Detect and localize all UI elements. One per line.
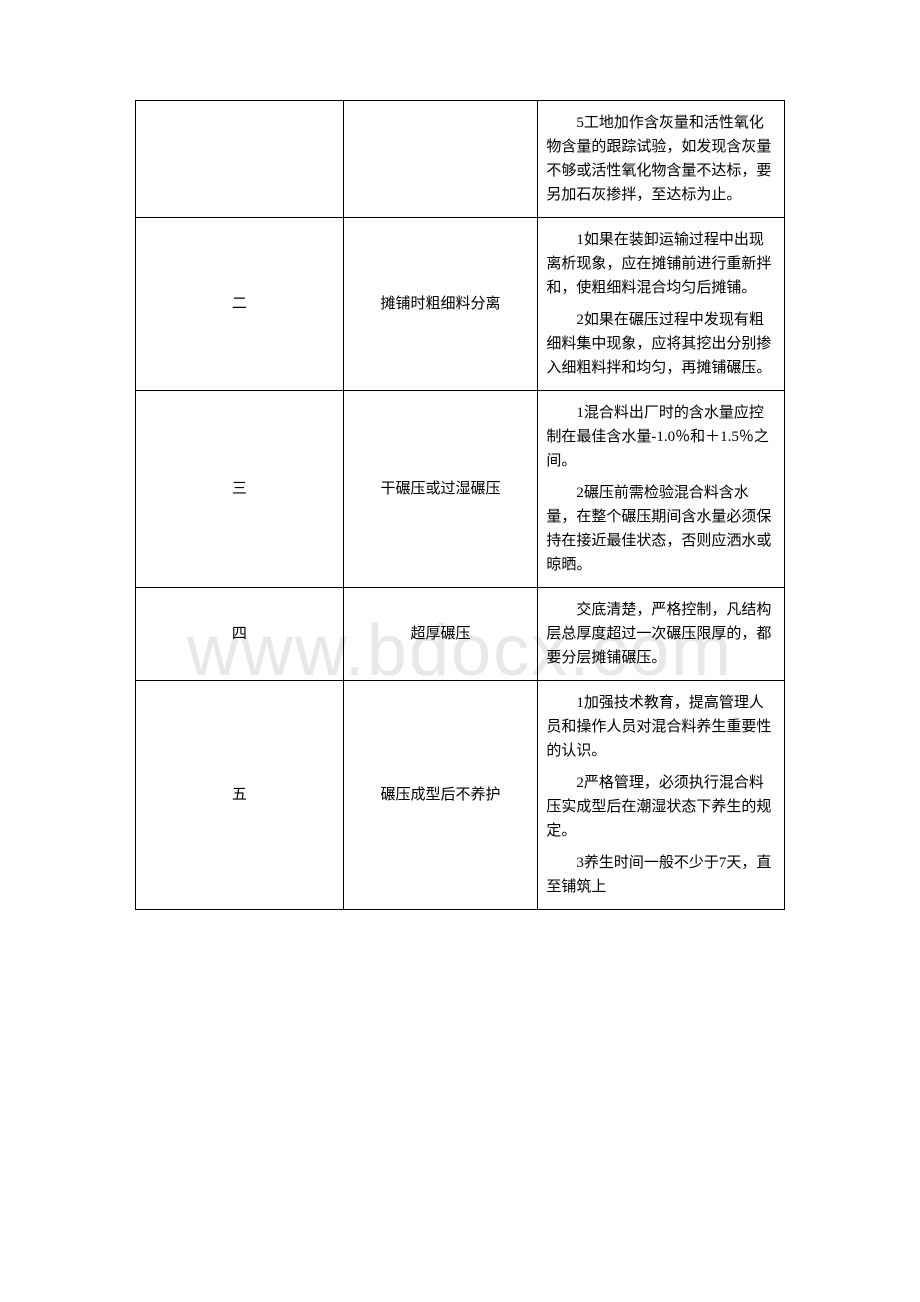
table-row: 五碾压成型后不养护1加强技术教育，提高管理人员和操作人员对混合料养生重要性的认识… <box>136 681 785 910</box>
content-paragraph: 1加强技术教育，提高管理人员和操作人员对混合料养生重要性的认识。 <box>546 691 776 763</box>
row-number-cell <box>136 101 344 218</box>
row-title-cell <box>343 101 538 218</box>
content-paragraph: 交底清楚，严格控制，凡结构层总厚度超过一次碾压限厚的，都要分层摊铺碾压。 <box>546 598 776 670</box>
row-content-cell: 1加强技术教育，提高管理人员和操作人员对混合料养生重要性的认识。 2严格管理，必须… <box>538 681 785 910</box>
content-paragraph: 2如果在碾压过程中发现有粗细料集中现象，应将其挖出分别掺入细粗料拌和均匀，再摊铺… <box>546 308 776 380</box>
content-paragraph: 3养生时间一般不少于7天，直至铺筑上 <box>546 851 776 899</box>
row-title-cell: 超厚碾压 <box>343 588 538 681</box>
table-row: 四超厚碾压交底清楚，严格控制，凡结构层总厚度超过一次碾压限厚的，都要分层摊铺碾压… <box>136 588 785 681</box>
row-title-cell: 碾压成型后不养护 <box>343 681 538 910</box>
row-title-cell: 摊铺时粗细料分离 <box>343 218 538 391</box>
content-paragraph: 2严格管理，必须执行混合料压实成型后在潮湿状态下养生的规定。 <box>546 771 776 843</box>
row-content-cell: 交底清楚，严格控制，凡结构层总厚度超过一次碾压限厚的，都要分层摊铺碾压。 <box>538 588 785 681</box>
content-paragraph: 5工地加作含灰量和活性氧化物含量的跟踪试验，如发现含灰量不够或活性氧化物含量不达… <box>546 111 776 207</box>
content-table: 5工地加作含灰量和活性氧化物含量的跟踪试验，如发现含灰量不够或活性氧化物含量不达… <box>135 100 785 910</box>
content-paragraph: 2碾压前需检验混合料含水量，在整个碾压期间含水量必须保持在接近最佳状态，否则应洒… <box>546 481 776 577</box>
row-number-cell: 四 <box>136 588 344 681</box>
row-number-cell: 三 <box>136 391 344 588</box>
row-content-cell: 1如果在装卸运输过程中出现离析现象，应在摊铺前进行重新拌和，使粗细料混合均匀后摊… <box>538 218 785 391</box>
row-number-cell: 五 <box>136 681 344 910</box>
table-row: 三干碾压或过湿碾压1混合料出厂时的含水量应控制在最佳含水量-1.0％和＋1.5％… <box>136 391 785 588</box>
row-number-cell: 二 <box>136 218 344 391</box>
row-content-cell: 5工地加作含灰量和活性氧化物含量的跟踪试验，如发现含灰量不够或活性氧化物含量不达… <box>538 101 785 218</box>
row-content-cell: 1混合料出厂时的含水量应控制在最佳含水量-1.0％和＋1.5％之间。 2碾压前需检… <box>538 391 785 588</box>
table-row: 二摊铺时粗细料分离1如果在装卸运输过程中出现离析现象，应在摊铺前进行重新拌和，使… <box>136 218 785 391</box>
row-title-cell: 干碾压或过湿碾压 <box>343 391 538 588</box>
table-row: 5工地加作含灰量和活性氧化物含量的跟踪试验，如发现含灰量不够或活性氧化物含量不达… <box>136 101 785 218</box>
content-paragraph: 1如果在装卸运输过程中出现离析现象，应在摊铺前进行重新拌和，使粗细料混合均匀后摊… <box>546 228 776 300</box>
content-paragraph: 1混合料出厂时的含水量应控制在最佳含水量-1.0％和＋1.5％之间。 <box>546 401 776 473</box>
